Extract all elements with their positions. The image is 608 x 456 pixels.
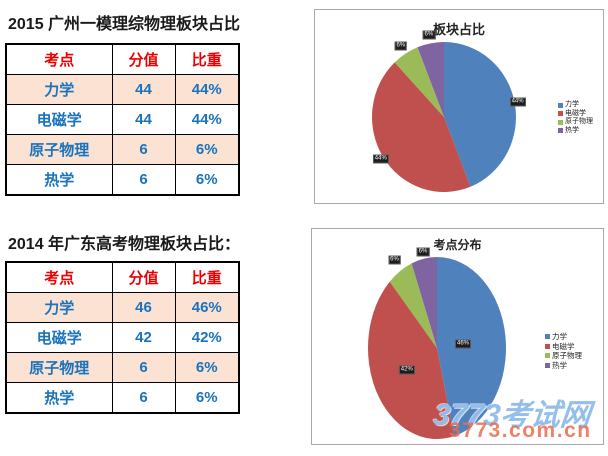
exam-table-2014: 考点 分值 比重 力学 46 46% 电磁学 42 42% 原子物理 6 6% 热学 6 6% — [5, 261, 240, 414]
legend-label: 原子物理 — [552, 351, 582, 360]
table-cell: 6 — [111, 134, 176, 165]
legend-label: 原子物理 — [565, 118, 593, 125]
table-row: 热学 6 6% — [5, 382, 240, 414]
table-cell: 电磁学 — [5, 104, 113, 135]
legend-label: 电磁学 — [565, 109, 586, 117]
legend-swatch — [545, 362, 550, 368]
table-cell: 46 — [111, 292, 176, 323]
table-cell: 热学 — [5, 382, 113, 414]
column-header: 考点 — [5, 43, 113, 75]
table-cell: 44 — [111, 74, 176, 105]
legend-item: 力学 — [545, 332, 582, 342]
pie-data-label: 6% — [388, 255, 401, 265]
pie-data-label: 6% — [394, 41, 408, 51]
section-title-2015: 2015 广州一模理综物理板块占比 — [8, 16, 241, 33]
pie-data-label: 6% — [422, 30, 436, 39]
table-cell: 6 — [111, 164, 176, 196]
table-cell: 6 — [111, 352, 176, 383]
pie-slice-热学 — [411, 257, 437, 348]
legend-item: 原子物理 — [545, 351, 582, 361]
table-cell: 46% — [174, 292, 240, 323]
pie-svg — [372, 42, 516, 192]
legend-label: 热学 — [552, 360, 567, 370]
pie-chart-2014: 考点分布 46% 42% 6% 6% 力学 电磁学 原子物理 热学 — [311, 228, 604, 445]
pie-data-label: 6% — [416, 247, 430, 256]
pie-data-label: 44% — [372, 154, 389, 164]
legend-swatch — [545, 343, 550, 349]
pie-slice-热学 — [417, 42, 444, 117]
table-header-row: 考点 分值 比重 — [5, 43, 240, 75]
legend-item: 电磁学 — [545, 342, 582, 352]
column-header: 分值 — [111, 43, 176, 75]
pie-slice-力学 — [444, 42, 516, 187]
pie-plot-area: 44% 44% 6% 6% — [315, 10, 603, 203]
table-header-row: 考点 分值 比重 — [5, 261, 240, 293]
legend-label: 力学 — [565, 101, 579, 108]
legend-swatch — [558, 128, 563, 134]
pie-data-label: 44% — [509, 97, 526, 107]
table-cell: 42% — [174, 322, 240, 353]
table-cell: 6% — [174, 164, 240, 196]
chart-legend: 力学 电磁学 原子物理 热学 — [545, 332, 582, 370]
watermark-site-url: 3773.com.cn — [449, 419, 592, 442]
table-row: 电磁学 42 42% — [5, 322, 240, 353]
legend-swatch — [545, 334, 550, 340]
table-row: 热学 6 6% — [5, 164, 240, 196]
table-cell: 44 — [111, 104, 176, 135]
legend-item: 热学 — [558, 127, 593, 136]
legend-swatch — [558, 119, 563, 125]
pie-chart-2015: 板块占比 44% 44% 6% 6% 力学 电磁学 原子物理 热学 — [314, 9, 604, 204]
table-cell: 原子物理 — [5, 352, 113, 383]
pie-slice-电磁学 — [372, 62, 471, 192]
column-header: 考点 — [5, 261, 113, 293]
table-cell: 44% — [174, 104, 240, 135]
legend-swatch — [558, 111, 563, 117]
pie-svg — [368, 257, 506, 439]
table-cell: 44% — [174, 74, 240, 105]
legend-item: 原子物理 — [558, 118, 593, 127]
table-cell: 原子物理 — [5, 134, 113, 165]
chart-legend: 力学 电磁学 原子物理 热学 — [558, 101, 593, 135]
column-header: 比重 — [174, 43, 240, 75]
table-cell: 6% — [174, 352, 240, 383]
legend-item: 电磁学 — [558, 110, 593, 119]
chart-title: 板块占比 — [432, 22, 485, 37]
table-cell: 力学 — [5, 74, 113, 105]
pie-slice-力学 — [437, 257, 506, 437]
table-row: 力学 46 46% — [5, 292, 240, 323]
pie-data-label: 42% — [398, 365, 415, 375]
pie-slice-电磁学 — [368, 281, 455, 439]
section-title-2014: 2014 年广东高考物理板块占比： — [8, 236, 241, 253]
pie-data-label: 46% — [454, 339, 472, 349]
legend-label: 电磁学 — [552, 341, 575, 351]
legend-label: 热学 — [565, 126, 579, 134]
chart-title: 考点分布 — [433, 238, 482, 252]
table-row: 电磁学 44 44% — [5, 104, 240, 135]
table-cell: 6 — [111, 382, 176, 414]
table-row: 原子物理 6 6% — [5, 134, 240, 165]
pie-slice-原子物理 — [389, 263, 437, 348]
legend-swatch — [545, 353, 550, 359]
table-row: 原子物理 6 6% — [5, 352, 240, 383]
table-cell: 6% — [174, 134, 240, 165]
column-header: 比重 — [174, 261, 240, 293]
table-cell: 热学 — [5, 164, 113, 196]
legend-label: 力学 — [552, 332, 567, 341]
table-cell: 电磁学 — [5, 322, 113, 353]
pie-slice-原子物理 — [394, 47, 444, 117]
table-cell: 42 — [111, 322, 176, 353]
legend-swatch — [558, 102, 563, 108]
pie-plot-area: 46% 42% 6% 6% — [312, 229, 603, 444]
table-row: 力学 44 44% — [5, 74, 240, 105]
exam-table-2015: 考点 分值 比重 力学 44 44% 电磁学 44 44% 原子物理 6 6% 热学 6 6% — [5, 43, 240, 196]
table-cell: 6% — [174, 382, 240, 414]
column-header: 分值 — [111, 261, 176, 293]
legend-item: 力学 — [558, 101, 593, 110]
legend-item: 热学 — [545, 361, 582, 371]
table-cell: 力学 — [5, 292, 113, 323]
